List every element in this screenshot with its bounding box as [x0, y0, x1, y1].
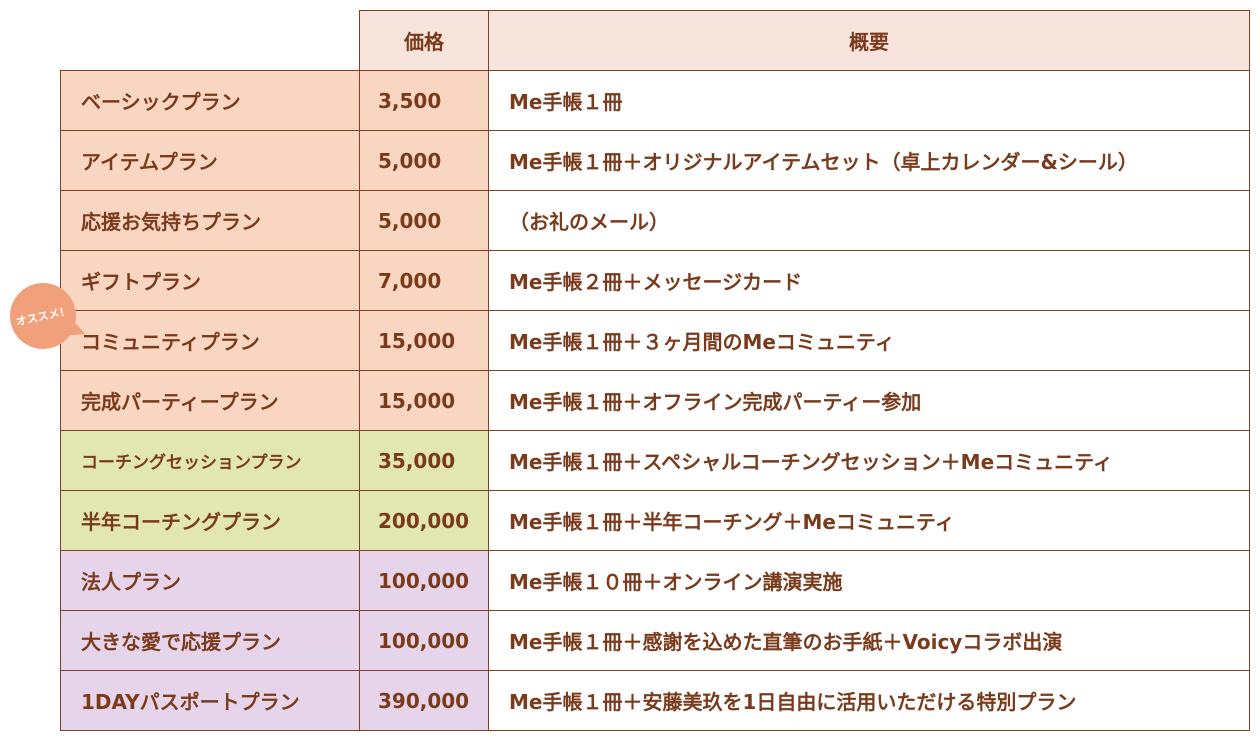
header-price: 価格 — [359, 10, 489, 71]
plan-description: Me手帳１冊＋オフライン完成パーティー参加 — [488, 370, 1250, 431]
plan-price: 5,000 — [359, 130, 489, 191]
plan-name: コミュニティプラン — [60, 310, 360, 371]
plan-description: Me手帳１冊＋スペシャルコーチングセッション＋Meコミュニティ — [488, 430, 1250, 491]
plan-description: Me手帳１冊 — [488, 70, 1250, 131]
plan-price: 200,000 — [359, 490, 489, 551]
plan-price: 15,000 — [359, 370, 489, 431]
plan-name: アイテムプラン — [60, 130, 360, 191]
plan-name: ギフトプラン — [60, 250, 360, 311]
plan-description: Me手帳１０冊＋オンライン講演実施 — [488, 550, 1250, 611]
plan-price: 5,000 — [359, 190, 489, 251]
plan-name: 応援お気持ちプラン — [60, 190, 360, 251]
plan-description: Me手帳２冊＋メッセージカード — [488, 250, 1250, 311]
plan-name: 法人プラン — [60, 550, 360, 611]
plan-price: 3,500 — [359, 70, 489, 131]
plan-description: （お礼のメール） — [488, 190, 1250, 251]
plan-price: 100,000 — [359, 610, 489, 671]
table-row: コーチングセッションプラン 35,000 Me手帳１冊＋スペシャルコーチングセッショ… — [60, 430, 1250, 491]
table-row: コミュニティプラン 15,000 Me手帳１冊＋３ヶ月間のMeコミュニティ — [60, 310, 1250, 371]
plan-price: 35,000 — [359, 430, 489, 491]
plan-description: Me手帳１冊＋３ヶ月間のMeコミュニティ — [488, 310, 1250, 371]
plan-name: 1DAYパスポートプラン — [60, 670, 360, 731]
table-row: アイテムプラン 5,000 Me手帳１冊＋オリジナルアイテムセット（卓上カレンダー&… — [60, 130, 1250, 191]
header-blank — [60, 10, 360, 71]
plan-name: ベーシックプラン — [60, 70, 360, 131]
plan-table: 価格 概要 ベーシックプラン 3,500 Me手帳１冊 アイテムプラン 5,000 Me手… — [60, 10, 1250, 731]
plan-price: 7,000 — [359, 250, 489, 311]
header-summary: 概要 — [488, 10, 1250, 71]
table-row: 完成パーティープラン 15,000 Me手帳１冊＋オフライン完成パーティー参加 — [60, 370, 1250, 431]
table-row: ベーシックプラン 3,500 Me手帳１冊 — [60, 70, 1250, 131]
table-row: ギフトプラン 7,000 Me手帳２冊＋メッセージカード — [60, 250, 1250, 311]
plan-price: 100,000 — [359, 550, 489, 611]
plan-description: Me手帳１冊＋オリジナルアイテムセット（卓上カレンダー&シール） — [488, 130, 1250, 191]
header-row: 価格 概要 — [60, 10, 1250, 71]
table-row: 法人プラン 100,000 Me手帳１０冊＋オンライン講演実施 — [60, 550, 1250, 611]
plan-description: Me手帳１冊＋感謝を込めた直筆のお手紙＋Voicyコラボ出演 — [488, 610, 1250, 671]
plan-name: 大きな愛で応援プラン — [60, 610, 360, 671]
plan-price: 15,000 — [359, 310, 489, 371]
plan-name: 半年コーチングプラン — [60, 490, 360, 551]
plan-description: Me手帳１冊＋安藤美玖を1日自由に活用いただける特別プラン — [488, 670, 1250, 731]
plan-price: 390,000 — [359, 670, 489, 731]
table-row: 1DAYパスポートプラン 390,000 Me手帳１冊＋安藤美玖を1日自由に活用いた… — [60, 670, 1250, 731]
plan-name: 完成パーティープラン — [60, 370, 360, 431]
plan-description: Me手帳１冊＋半年コーチング＋Meコミュニティ — [488, 490, 1250, 551]
table-row: 大きな愛で応援プラン 100,000 Me手帳１冊＋感謝を込めた直筆のお手紙＋Voi… — [60, 610, 1250, 671]
plan-name: コーチングセッションプラン — [60, 430, 360, 491]
table-row: 半年コーチングプラン 200,000 Me手帳１冊＋半年コーチング＋Meコミュニティ — [60, 490, 1250, 551]
table-row: 応援お気持ちプラン 5,000 （お礼のメール） — [60, 190, 1250, 251]
